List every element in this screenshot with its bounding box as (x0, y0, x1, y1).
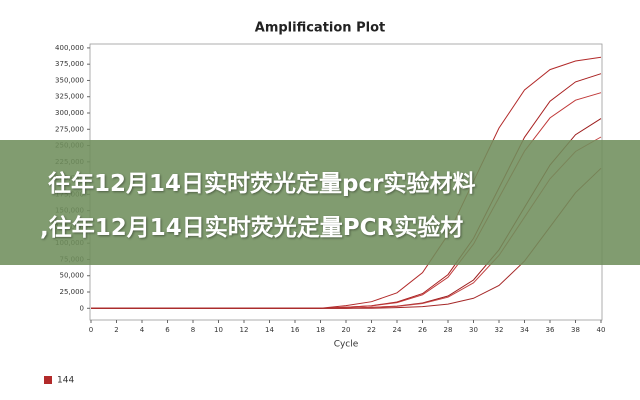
banner-line: 往年12月14日实时荧光定量pcr实验材料 (48, 171, 476, 197)
x-tick-label: 24 (393, 326, 402, 334)
y-tick-label: 375,000 (55, 60, 84, 68)
x-tick-label: 14 (265, 326, 274, 334)
y-tick-label: 350,000 (55, 76, 84, 84)
chart-title: Amplification Plot (255, 21, 385, 36)
banner: 往年12月14日实时荧光定量pcr实验材料 ,往年12月14日实时荧光定量PCR… (0, 140, 640, 265)
y-tick-label: 275,000 (55, 125, 84, 133)
x-tick-label: 32 (495, 326, 504, 334)
y-tick-label: 300,000 (55, 109, 84, 117)
x-tick-label: 40 (597, 326, 606, 334)
x-axis-label: Cycle (334, 340, 359, 350)
x-tick-label: 8 (191, 326, 195, 334)
x-tick-label: 30 (469, 326, 478, 334)
y-tick-label: 0 (80, 304, 84, 312)
x-tick-label: 26 (418, 326, 427, 334)
x-tick-label: 0 (89, 326, 93, 334)
x-tick-label: 10 (214, 326, 223, 334)
series-line (91, 167, 602, 309)
x-tick-label: 18 (316, 326, 325, 334)
legend-swatch (44, 376, 52, 384)
x-tick-label: 22 (367, 326, 376, 334)
x-tick-label: 6 (165, 326, 170, 334)
y-tick-label: 25,000 (60, 288, 85, 296)
x-tick-label: 34 (520, 326, 529, 334)
y-tick-label: 325,000 (55, 93, 84, 101)
x-tick-label: 4 (140, 326, 145, 334)
x-tick-label: 36 (546, 326, 555, 334)
x-tick-label: 16 (291, 326, 300, 334)
x-tick-label: 2 (114, 326, 118, 334)
banner-line: ,往年12月14日实时荧光定量PCR实验材 (40, 215, 464, 241)
legend-label: 144 (57, 376, 74, 386)
x-tick-label: 38 (571, 326, 580, 334)
x-tick-label: 20 (342, 326, 351, 334)
y-tick-label: 50,000 (60, 272, 85, 280)
x-tick-label: 12 (240, 326, 249, 334)
x-tick-label: 28 (444, 326, 453, 334)
y-tick-label: 400,000 (55, 44, 84, 52)
